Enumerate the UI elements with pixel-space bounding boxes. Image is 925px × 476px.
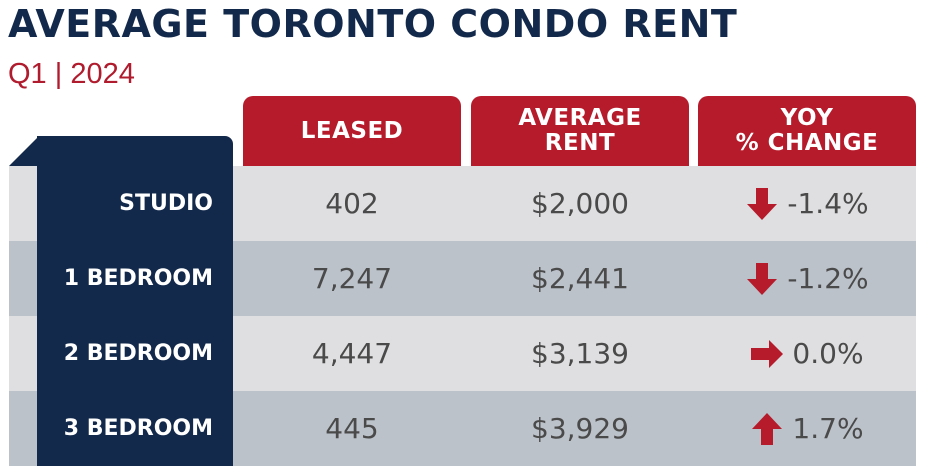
- cell-yoy-studio: -1.4%: [698, 166, 916, 241]
- arrow-right-icon: [750, 337, 784, 371]
- page-subtitle: Q1 | 2024: [8, 58, 135, 90]
- label-column: [37, 136, 233, 466]
- column-header-yoy-line1: YOY: [780, 105, 834, 131]
- column-header-rent-line2: RENT: [544, 130, 616, 156]
- cell-yoy-1-bedroom: -1.2%: [698, 241, 916, 316]
- cell-rent-1-bedroom: $2,441: [531, 262, 629, 295]
- yoy-value-studio: -1.4%: [787, 187, 869, 220]
- cell-rent-2-bedroom: $3,139: [531, 337, 629, 370]
- cell-yoy-2-bedroom: 0.0%: [698, 316, 916, 391]
- cell-leased-3-bedroom: 445: [325, 412, 379, 445]
- cell-leased-2-bedroom: 4,447: [311, 337, 393, 370]
- cell-leased-studio: 402: [325, 187, 379, 220]
- column-header-leased: LEASED: [243, 96, 461, 166]
- arrow-down-icon: [745, 187, 779, 221]
- yoy-value-1-bedroom: -1.2%: [787, 262, 869, 295]
- column-header-rent-line1: AVERAGE: [518, 105, 642, 131]
- page-title: AVERAGE TORONTO CONDO RENT: [8, 2, 738, 46]
- column-header-yoy-change: YOY % CHANGE: [698, 96, 916, 166]
- yoy-value-3-bedroom: 1.7%: [792, 412, 864, 445]
- row-label-3-bedroom: 3 BEDROOM: [63, 416, 213, 441]
- arrow-down-icon: [745, 262, 779, 296]
- cell-leased-1-bedroom: 7,247: [311, 262, 393, 295]
- arrow-up-icon: [750, 412, 784, 446]
- cell-rent-3-bedroom: $3,929: [531, 412, 629, 445]
- column-header-leased-label: LEASED: [300, 117, 404, 144]
- cell-rent-studio: $2,000: [531, 187, 629, 220]
- column-header-yoy-line2: % CHANGE: [735, 130, 879, 156]
- yoy-value-2-bedroom: 0.0%: [792, 337, 864, 370]
- row-label-1-bedroom: 1 BEDROOM: [63, 266, 213, 291]
- column-header-average-rent: AVERAGE RENT: [471, 96, 689, 166]
- cell-yoy-3-bedroom: 1.7%: [698, 391, 916, 466]
- label-column-fold: [9, 136, 39, 166]
- row-label-2-bedroom: 2 BEDROOM: [63, 341, 213, 366]
- row-label-studio: STUDIO: [119, 191, 213, 216]
